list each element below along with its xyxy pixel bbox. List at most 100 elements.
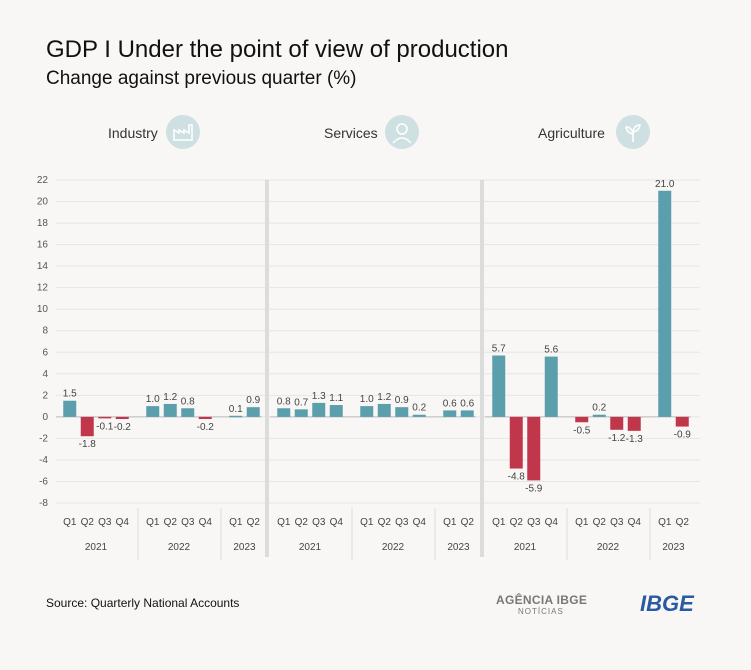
- year-label: 2022: [597, 542, 620, 553]
- data-label: -0.9: [674, 430, 692, 441]
- bar: [675, 416, 689, 427]
- bar: [592, 414, 606, 417]
- bar: [229, 415, 243, 418]
- bar: [277, 408, 291, 417]
- data-label: 0.1: [229, 404, 243, 415]
- bar: [658, 190, 672, 417]
- data-label: 0.6: [443, 398, 457, 409]
- x-tick-label: Q3: [181, 517, 195, 528]
- person-service-icon: [385, 115, 419, 149]
- data-label: -0.1: [96, 421, 114, 432]
- x-tick-label: Q1: [658, 517, 672, 528]
- bar: [544, 356, 558, 417]
- data-label: -1.8: [79, 439, 97, 450]
- plant-icon: [616, 115, 650, 149]
- x-tick-label: Q2: [81, 517, 95, 528]
- data-label: 0.9: [246, 395, 260, 406]
- x-tick-label: Q1: [575, 517, 589, 528]
- bar: [492, 355, 506, 417]
- bar: [80, 416, 94, 437]
- y-tick-label: 0: [42, 412, 48, 423]
- bar: [98, 416, 112, 419]
- y-tick-label: 10: [37, 304, 49, 315]
- panel-title-services: Services: [324, 125, 378, 141]
- bar: [294, 409, 308, 417]
- data-label: 5.7: [492, 343, 506, 354]
- data-label: 0.7: [294, 397, 308, 408]
- x-tick-label: Q2: [295, 517, 309, 528]
- bar: [181, 408, 195, 417]
- x-tick-label: Q4: [413, 517, 427, 528]
- y-tick-label: -4: [39, 455, 48, 466]
- year-label: 2023: [662, 542, 685, 553]
- data-label: 1.2: [163, 392, 177, 403]
- chart-subtitle: Change against previous quarter (%): [46, 68, 357, 89]
- data-label: 0.9: [395, 395, 409, 406]
- x-tick-label: Q2: [593, 517, 607, 528]
- panel-title-industry: Industry: [108, 125, 158, 141]
- year-label: 2023: [447, 542, 470, 553]
- source-note: Source: Quarterly National Accounts: [46, 596, 240, 610]
- agencia-logo-text: AGÊNCIA IBGE: [496, 593, 588, 607]
- x-tick-label: Q2: [676, 517, 690, 528]
- bar: [198, 416, 212, 420]
- data-label: 21.0: [655, 179, 675, 190]
- year-label: 2023: [233, 542, 256, 553]
- y-tick-label: 22: [37, 175, 49, 186]
- data-label: -0.5: [573, 425, 591, 436]
- x-tick-label: Q1: [229, 517, 243, 528]
- panel-divider: [480, 180, 484, 557]
- x-tick-label: Q2: [378, 517, 392, 528]
- year-label: 2022: [168, 542, 191, 553]
- data-label: 0.6: [460, 398, 474, 409]
- x-tick-label: Q4: [116, 517, 130, 528]
- bar: [610, 416, 624, 430]
- factory-icon: [166, 115, 200, 149]
- data-label: -1.2: [608, 433, 626, 444]
- y-tick-label: -2: [39, 433, 48, 444]
- x-tick-label: Q1: [146, 517, 160, 528]
- bar: [312, 402, 326, 417]
- x-tick-label: Q2: [164, 517, 178, 528]
- y-tick-label: 6: [42, 347, 48, 358]
- x-tick-label: Q1: [492, 517, 506, 528]
- bar: [329, 405, 343, 417]
- data-label: 1.0: [146, 394, 160, 405]
- data-label: -1.3: [626, 434, 644, 445]
- agencia-logo-subtext: NOTÍCIAS: [518, 607, 564, 616]
- data-label: -5.9: [525, 483, 543, 494]
- bar: [443, 410, 457, 417]
- data-label: -0.2: [114, 422, 132, 433]
- x-tick-label: Q2: [461, 517, 475, 528]
- y-tick-label: 20: [37, 197, 49, 208]
- data-label: 1.0: [360, 394, 374, 405]
- year-label: 2021: [299, 542, 322, 553]
- data-label: 1.3: [312, 391, 326, 402]
- year-label: 2022: [382, 542, 405, 553]
- panel-title-agriculture: Agriculture: [538, 125, 605, 141]
- x-tick-label: Q1: [360, 517, 374, 528]
- agencia-ibge-logo: AGÊNCIA IBGE NOTÍCIAS: [496, 593, 587, 616]
- chart-title: GDP I Under the point of view of product…: [46, 36, 509, 63]
- x-tick-label: Q3: [610, 517, 624, 528]
- data-label: 0.8: [277, 396, 291, 407]
- x-tick-label: Q4: [545, 517, 559, 528]
- x-tick-label: Q3: [98, 517, 112, 528]
- y-tick-label: 8: [42, 326, 48, 337]
- x-tick-label: Q1: [63, 517, 77, 528]
- data-label: -4.8: [508, 472, 526, 483]
- year-label: 2021: [85, 542, 108, 553]
- bar: [412, 414, 426, 417]
- bar: [395, 407, 409, 417]
- bar: [63, 400, 77, 417]
- panel-divider: [265, 180, 269, 557]
- year-label: 2021: [514, 542, 537, 553]
- x-tick-label: Q3: [527, 517, 541, 528]
- bar: [460, 410, 474, 417]
- bar: [163, 403, 177, 417]
- data-label: 1.5: [63, 389, 77, 400]
- data-label: 0.8: [181, 396, 195, 407]
- bar: [246, 407, 260, 417]
- y-tick-label: -8: [39, 498, 48, 509]
